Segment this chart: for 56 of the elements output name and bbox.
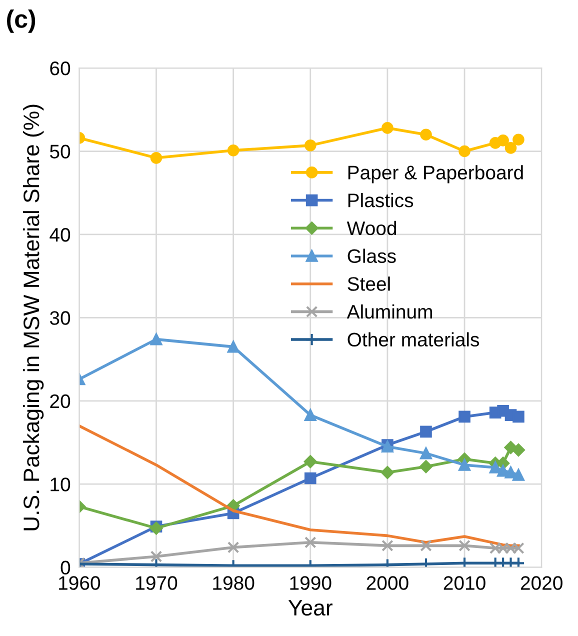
point bbox=[420, 426, 432, 438]
point bbox=[512, 469, 524, 481]
legend-label: Other materials bbox=[348, 332, 480, 347]
y-tick-label: 30 bbox=[50, 311, 70, 325]
x-tick-label: 1990 bbox=[290, 576, 332, 590]
legend-label: Plastics bbox=[348, 193, 414, 208]
legend-label: Paper & Paperboard bbox=[348, 165, 523, 184]
point bbox=[458, 459, 470, 471]
point bbox=[150, 550, 162, 562]
point bbox=[420, 128, 432, 141]
point bbox=[304, 536, 316, 548]
y-tick-label: 50 bbox=[50, 144, 70, 158]
x-tick-label: 2020 bbox=[520, 576, 562, 590]
point bbox=[458, 540, 470, 552]
point bbox=[227, 144, 240, 156]
point bbox=[420, 540, 432, 552]
point bbox=[497, 134, 509, 146]
y-tick-label: 0 bbox=[60, 560, 70, 575]
chart-title: (c) bbox=[7, 10, 36, 33]
x-tick-label: 1980 bbox=[213, 576, 254, 590]
point bbox=[382, 122, 394, 134]
point bbox=[227, 340, 240, 353]
point bbox=[150, 522, 163, 535]
point bbox=[150, 333, 162, 346]
point bbox=[382, 540, 394, 552]
y-tick-label: 10 bbox=[50, 478, 70, 492]
y-axis-title: U.S. Packaging in MSW Material Share (%) bbox=[22, 104, 44, 530]
point bbox=[381, 466, 394, 479]
line-series bbox=[79, 424, 520, 548]
legend-label: Aluminum bbox=[346, 304, 432, 319]
x-tick-label: 2000 bbox=[366, 576, 408, 590]
point bbox=[420, 460, 432, 474]
y-tick-label: 60 bbox=[50, 62, 70, 76]
point bbox=[458, 410, 470, 423]
point bbox=[304, 472, 316, 484]
point bbox=[150, 152, 162, 164]
point bbox=[420, 447, 432, 460]
y-tick-label: 40 bbox=[50, 228, 70, 242]
x-axis-title: Year bbox=[288, 600, 332, 616]
y-tick-label: 20 bbox=[50, 394, 70, 408]
point bbox=[512, 134, 524, 146]
point bbox=[227, 541, 240, 554]
point bbox=[512, 444, 525, 456]
legend-label: Steel bbox=[348, 276, 390, 291]
point bbox=[304, 409, 316, 421]
x-tick-label: 1960 bbox=[59, 576, 100, 590]
x-tick-label: 2010 bbox=[444, 576, 486, 590]
legend-label: Glass bbox=[348, 248, 396, 263]
point bbox=[512, 410, 524, 423]
point bbox=[504, 441, 518, 454]
point bbox=[304, 140, 316, 152]
legend-label: Wood bbox=[346, 220, 396, 236]
point bbox=[458, 145, 470, 158]
point bbox=[304, 455, 317, 468]
x-tick-label: 1970 bbox=[136, 576, 178, 590]
point bbox=[504, 142, 517, 154]
